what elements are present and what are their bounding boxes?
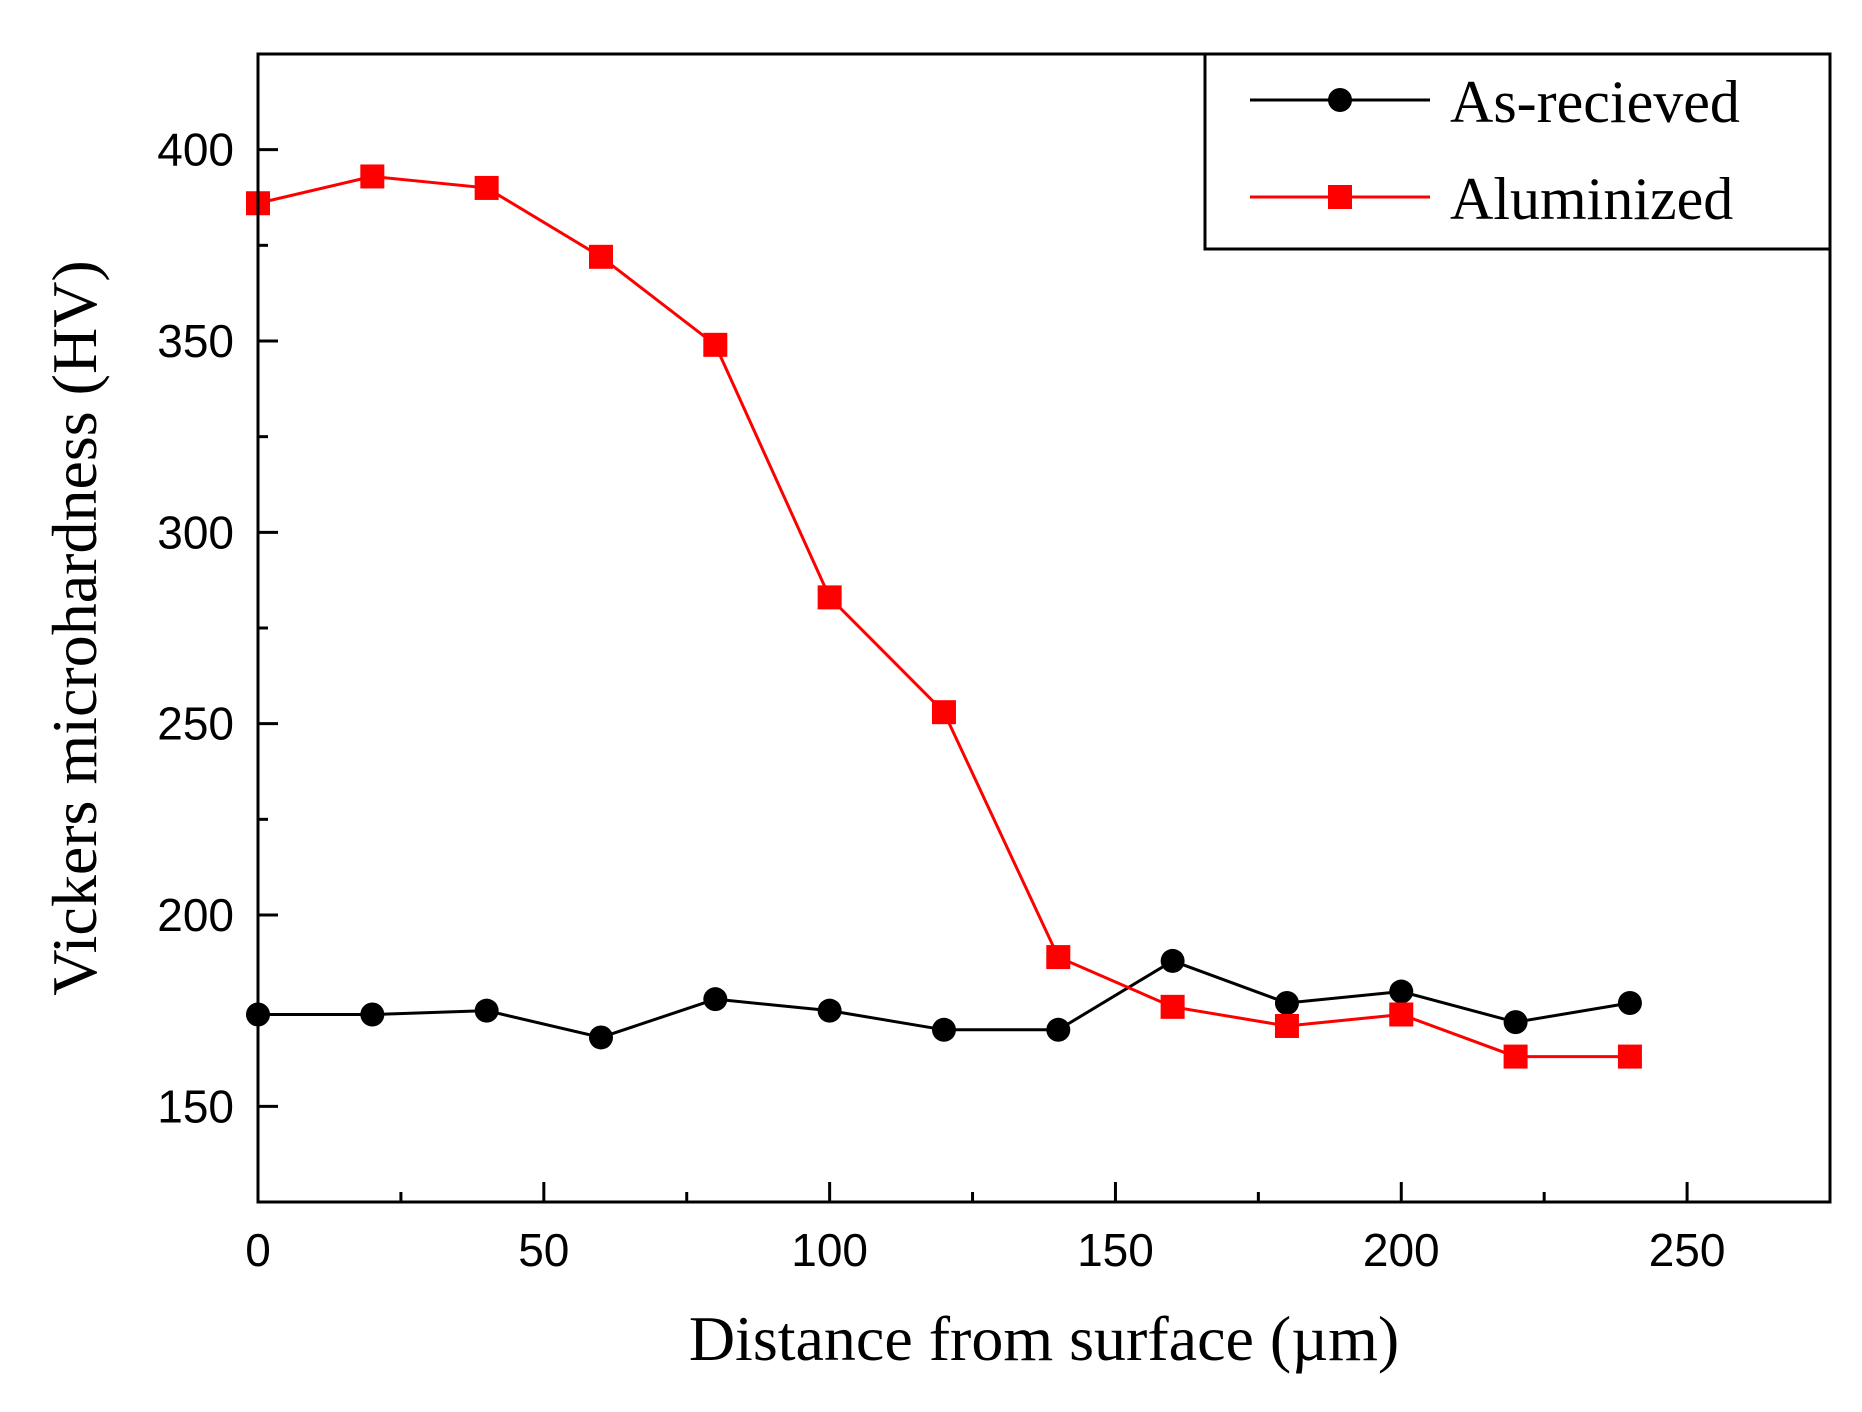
x-tick-label: 100 bbox=[791, 1224, 868, 1276]
data-point-aluminized bbox=[1389, 1002, 1414, 1027]
data-point-aluminized bbox=[1046, 945, 1071, 970]
data-point-as-recieved bbox=[474, 998, 499, 1023]
data-point-aluminized bbox=[1274, 1013, 1299, 1038]
data-point-aluminized bbox=[817, 585, 842, 610]
data-point-as-recieved bbox=[703, 987, 728, 1012]
x-axis-title: Distance from surface (µm) bbox=[689, 1303, 1399, 1374]
data-point-aluminized bbox=[703, 332, 728, 357]
data-point-as-recieved bbox=[817, 998, 842, 1023]
data-point-as-recieved bbox=[1389, 979, 1414, 1004]
y-tick-label: 400 bbox=[157, 124, 234, 176]
data-point-aluminized bbox=[1503, 1044, 1528, 1069]
x-tick-label: 0 bbox=[245, 1224, 271, 1276]
data-point-as-recieved bbox=[931, 1017, 956, 1042]
y-tick-label: 150 bbox=[157, 1080, 234, 1132]
y-axis-title: Vickers microhardness (HV) bbox=[39, 260, 110, 995]
plot-area-frame bbox=[256, 52, 1832, 1204]
legend-label-aluminized: Aluminized bbox=[1450, 166, 1733, 232]
axis-ticks bbox=[256, 148, 1689, 1202]
data-point-aluminized bbox=[588, 244, 613, 269]
legend: As-recieved Aluminized bbox=[1203, 52, 1832, 251]
y-tick-label: 350 bbox=[157, 315, 234, 367]
data-point-as-recieved bbox=[360, 1002, 385, 1027]
series-line-aluminized bbox=[257, 174, 1630, 1059]
x-tick-label: 150 bbox=[1077, 1224, 1154, 1276]
data-point-as-recieved bbox=[1617, 991, 1642, 1016]
x-tick-label: 200 bbox=[1363, 1224, 1440, 1276]
legend-box bbox=[1203, 52, 1832, 251]
series-lines bbox=[257, 174, 1631, 1059]
data-point-as-recieved bbox=[1160, 948, 1185, 973]
series-markers bbox=[246, 164, 1642, 1069]
y-tick-label: 300 bbox=[157, 506, 234, 558]
data-point-aluminized bbox=[931, 700, 956, 725]
legend-marker-as-recieved bbox=[1328, 88, 1352, 112]
y-tick-label: 200 bbox=[157, 889, 234, 941]
legend-marker-aluminized bbox=[1328, 185, 1352, 209]
data-point-as-recieved bbox=[588, 1025, 613, 1050]
data-point-as-recieved bbox=[1046, 1017, 1071, 1042]
data-point-as-recieved bbox=[1503, 1010, 1528, 1035]
tick-labels: 0 50 100 150 200 250 150 200 250 300 350 400 bbox=[157, 124, 1725, 1276]
x-tick-label: 250 bbox=[1649, 1224, 1726, 1276]
data-point-as-recieved bbox=[1274, 991, 1299, 1016]
data-point-aluminized bbox=[474, 175, 499, 200]
x-tick-label: 50 bbox=[518, 1224, 569, 1276]
legend-label-as-recieved: As-recieved bbox=[1450, 69, 1740, 135]
data-point-aluminized bbox=[1160, 994, 1185, 1019]
data-point-aluminized bbox=[1617, 1044, 1642, 1069]
data-point-aluminized bbox=[360, 164, 385, 189]
y-tick-label: 250 bbox=[157, 698, 234, 750]
